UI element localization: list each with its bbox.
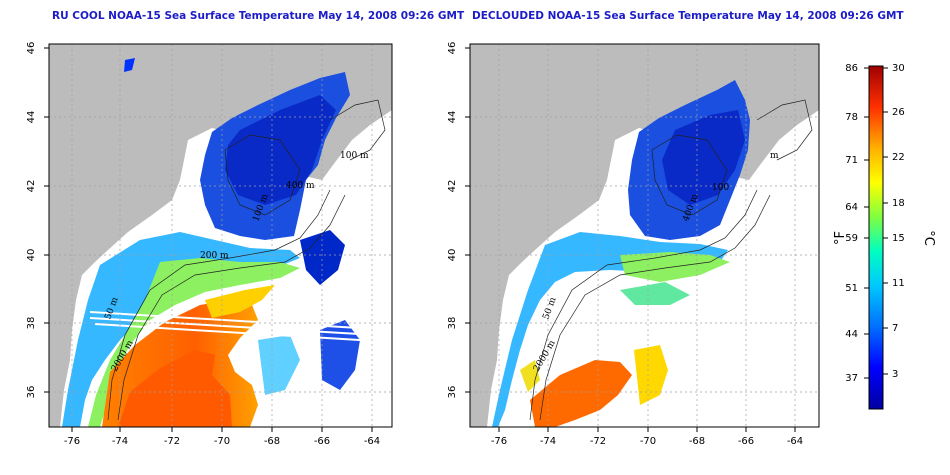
right-cold-water-dark <box>662 110 745 205</box>
right-y-tick: 38 <box>447 317 458 330</box>
left-x-tick: -76 <box>64 436 80 447</box>
left-contour-label-400: 400 m <box>286 181 315 191</box>
right-y-tick: 42 <box>447 180 458 193</box>
right-contour-label-100: 100 <box>712 183 729 193</box>
colorbar-gradient <box>868 65 884 410</box>
left-green-band <box>88 258 300 427</box>
right-map-title: DECLOUDED NOAA-15 Sea Surface Temperatur… <box>472 10 904 22</box>
left-x-tick: -66 <box>314 436 330 447</box>
right-contour-label-m: m <box>770 151 779 161</box>
left-x-tick: -74 <box>112 436 128 447</box>
right-x-tick: -70 <box>640 436 656 447</box>
colorbar-fahrenheit-label: °F <box>833 231 848 245</box>
colorbar-f-tick: 64 <box>845 202 858 213</box>
right-x-tick: -76 <box>491 436 507 447</box>
colorbar-ticks <box>864 67 888 379</box>
colorbar-c-tick: 3 <box>892 369 898 380</box>
colorbar-f-tick: 78 <box>845 112 858 123</box>
left-y-tick: 44 <box>26 111 37 124</box>
left-map-title: RU COOL NOAA-15 Sea Surface Temperature … <box>52 10 465 22</box>
left-axis-ticks <box>44 47 373 432</box>
right-y-tick: 40 <box>447 249 458 262</box>
left-offshore-blue <box>300 230 345 285</box>
left-map: 200 m 2000 m 400 m 100 m 100 m 50 m -76 … <box>26 42 393 447</box>
colorbar-c-tick: 11 <box>892 278 905 289</box>
left-x-tick: -64 <box>364 436 380 447</box>
left-yellow-filament <box>205 285 275 318</box>
left-offshore-cyan <box>258 335 300 395</box>
left-shelf-water <box>62 232 300 427</box>
right-map-frame <box>469 43 820 428</box>
left-contour-label-100b: 100 m <box>340 151 369 161</box>
left-x-tick: -70 <box>214 436 230 447</box>
colorbar-f-tick: 37 <box>845 373 858 384</box>
colorbar-c-tick: 26 <box>892 107 905 118</box>
colorbar-f-tick: 71 <box>845 155 858 166</box>
right-green-patch <box>620 282 690 305</box>
colorbar-f-tick: 86 <box>845 63 858 74</box>
left-y-tick: 42 <box>26 180 37 193</box>
left-bathymetry-contours <box>107 99 386 421</box>
right-x-tick: -64 <box>787 436 803 447</box>
colorbar-c-tick: 7 <box>892 323 898 334</box>
left-y-tick: 36 <box>26 386 37 399</box>
right-warm-water <box>530 360 632 427</box>
left-blue-patch <box>124 58 135 72</box>
right-y-tick: 44 <box>447 111 458 124</box>
left-y-tick: 40 <box>26 249 37 262</box>
colorbar-f-tick: 44 <box>845 329 858 340</box>
right-axis-ticks <box>465 47 796 432</box>
left-map-frame <box>48 43 393 428</box>
right-bathymetry-contours <box>529 99 813 421</box>
right-y-tick: 46 <box>447 42 458 55</box>
right-x-tick: -74 <box>540 436 556 447</box>
left-warm-core <box>118 350 232 427</box>
colorbar-c-tick: 15 <box>892 233 905 244</box>
right-yellow-coastal <box>520 360 540 392</box>
colorbar: 86 78 71 64 59 51 44 37 30 26 22 18 15 1… <box>833 63 936 410</box>
colorbar-f-tick: 59 <box>845 233 858 244</box>
left-x-tick: -72 <box>164 436 180 447</box>
right-x-tick: -72 <box>590 436 606 447</box>
left-cold-water-dark <box>225 95 336 205</box>
colorbar-c-tick: 30 <box>892 63 905 74</box>
right-x-tick: -66 <box>738 436 754 447</box>
right-shelf-water <box>492 232 728 427</box>
colorbar-f-tick: 51 <box>845 283 858 294</box>
left-y-tick: 38 <box>26 317 37 330</box>
right-y-tick: 36 <box>447 386 458 399</box>
right-x-tick: -68 <box>689 436 705 447</box>
right-yellow-patch <box>634 345 668 405</box>
left-y-tick: 46 <box>26 42 37 55</box>
colorbar-c-tick: 22 <box>892 152 905 163</box>
colorbar-celsius-label: °C <box>921 230 936 246</box>
right-map: 2000 m 50 m 400 m m 100 -76 -74 -72 -70 … <box>447 42 820 447</box>
left-x-tick: -68 <box>264 436 280 447</box>
colorbar-c-tick: 18 <box>892 198 905 209</box>
left-cloud-stripes <box>89 311 392 343</box>
left-contour-label-200: 200 m <box>200 251 229 261</box>
